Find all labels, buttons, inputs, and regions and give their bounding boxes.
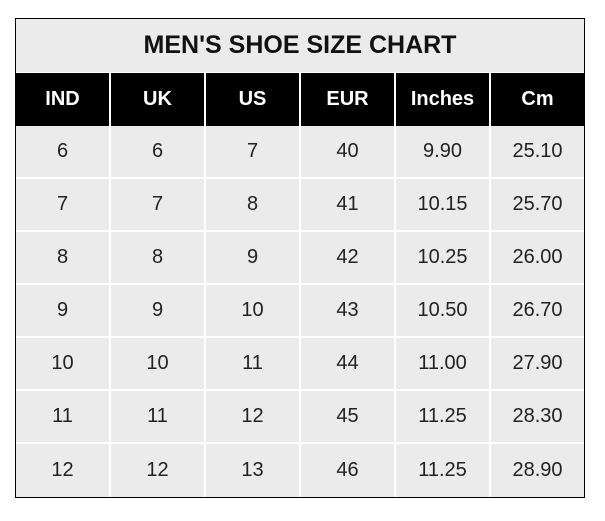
table-cell: 11 — [16, 391, 111, 444]
table-cell: 8 — [111, 232, 206, 285]
table-cell: 43 — [301, 285, 396, 338]
table-cell: 46 — [301, 444, 396, 497]
header-row: IND UK US EUR Inches Cm — [16, 73, 584, 126]
table-cell: 11 — [111, 391, 206, 444]
table-cell: 25.70 — [491, 179, 584, 232]
table-cell: 9 — [16, 285, 111, 338]
table-cell: 6 — [111, 126, 206, 179]
table-cell: 10.15 — [396, 179, 491, 232]
table-cell: 6 — [16, 126, 111, 179]
table-cell: 10.25 — [396, 232, 491, 285]
column-header: Cm — [521, 88, 554, 110]
table-cell: 12 — [206, 391, 301, 444]
column-header: EUR — [301, 73, 396, 126]
table-row: 12 12 13 46 11.25 28.90 — [16, 444, 584, 497]
table-row: 10 10 11 44 11.00 27.90 — [16, 338, 584, 391]
table-cell: 41 — [301, 179, 396, 232]
table-cell: 8 — [206, 179, 301, 232]
table-row: 8 8 9 42 10.25 26.00 — [16, 232, 584, 285]
table-cell: 13 — [206, 444, 301, 497]
table-cell: 12 — [16, 444, 111, 497]
table-cell: 28.90 — [512, 459, 563, 481]
table-cell: 11 — [206, 338, 301, 391]
table-cell: 7 — [111, 179, 206, 232]
table-cell: 12 — [111, 444, 206, 497]
size-chart-table: MEN'S SHOE SIZE CHART IND UK US EUR Inch… — [15, 18, 585, 498]
table-cell: 27.90 — [491, 338, 584, 391]
table-cell: 10 — [16, 338, 111, 391]
table-cell: 25.10 — [491, 126, 584, 179]
table-cell: 26.70 — [491, 285, 584, 338]
column-header: UK — [111, 73, 206, 126]
table-cell: 9 — [206, 232, 301, 285]
table-cell: 11.00 — [396, 338, 491, 391]
table-cell: 7 — [206, 126, 301, 179]
column-header: Inches — [396, 73, 491, 126]
table-cell: 28.30 — [491, 391, 584, 444]
table-cell: 40 — [301, 126, 396, 179]
table-cell: 45 — [301, 391, 396, 444]
table-cell: 9 — [111, 285, 206, 338]
table-cell: 10.50 — [396, 285, 491, 338]
table-cell: 10 — [111, 338, 206, 391]
table-cell: 11.25 — [396, 444, 491, 497]
column-header: US — [206, 73, 301, 126]
table-cell: 44 — [301, 338, 396, 391]
column-header: IND — [16, 73, 111, 126]
table-cell: 11.25 — [396, 391, 491, 444]
table-cell: 9.90 — [396, 126, 491, 179]
table-row: 7 7 8 41 10.15 25.70 — [16, 179, 584, 232]
table-row: 11 11 12 45 11.25 28.30 — [16, 391, 584, 444]
table-row: 9 9 10 43 10.50 26.70 — [16, 285, 584, 338]
table-cell: 26.00 — [491, 232, 584, 285]
table-title: MEN'S SHOE SIZE CHART — [16, 19, 584, 73]
table-cell: 7 — [16, 179, 111, 232]
table-cell: 42 — [301, 232, 396, 285]
table-row: 6 6 7 40 9.90 25.10 — [16, 126, 584, 179]
table-cell: 8 — [16, 232, 111, 285]
table-cell: 10 — [206, 285, 301, 338]
